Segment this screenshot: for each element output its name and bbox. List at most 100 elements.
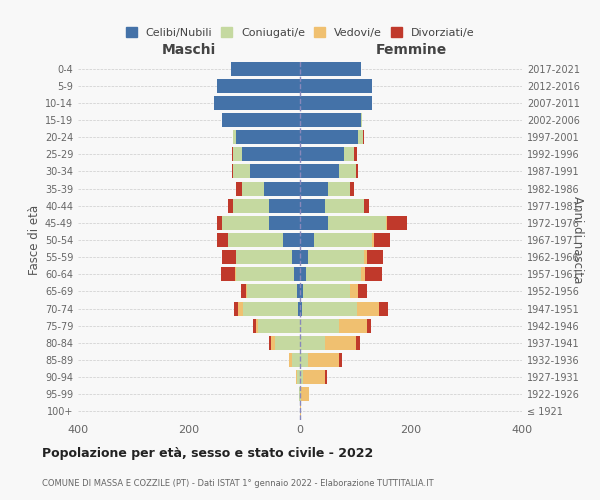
Bar xyxy=(232,148,233,162)
Y-axis label: Anni di nascita: Anni di nascita xyxy=(571,196,584,284)
Bar xyxy=(325,198,364,212)
Y-axis label: Fasce di età: Fasce di età xyxy=(28,205,41,275)
Bar xyxy=(233,164,250,178)
Bar xyxy=(300,164,339,178)
Bar xyxy=(298,302,300,316)
Bar xyxy=(300,284,303,298)
Bar xyxy=(233,148,242,162)
Bar xyxy=(300,268,305,281)
Bar xyxy=(221,268,235,281)
Bar xyxy=(344,148,355,162)
Bar xyxy=(233,130,236,144)
Bar xyxy=(372,233,374,247)
Bar xyxy=(292,353,300,367)
Bar xyxy=(350,182,355,196)
Bar xyxy=(355,336,360,350)
Bar xyxy=(387,216,407,230)
Bar xyxy=(214,96,300,110)
Bar xyxy=(325,370,326,384)
Bar xyxy=(295,268,300,281)
Bar xyxy=(217,78,300,92)
Bar xyxy=(241,284,245,298)
Bar xyxy=(308,250,364,264)
Bar xyxy=(303,370,325,384)
Bar xyxy=(235,268,236,281)
Bar xyxy=(247,284,297,298)
Bar xyxy=(339,318,367,332)
Bar xyxy=(355,148,357,162)
Bar xyxy=(300,353,308,367)
Bar xyxy=(234,302,238,316)
Bar xyxy=(300,113,361,127)
Bar xyxy=(300,198,325,212)
Bar xyxy=(300,148,344,162)
Bar xyxy=(355,164,358,178)
Bar xyxy=(233,198,269,212)
Bar xyxy=(275,336,300,350)
Bar xyxy=(328,182,350,196)
Bar xyxy=(300,404,301,418)
Bar xyxy=(243,302,298,316)
Bar xyxy=(358,130,363,144)
Bar xyxy=(300,370,303,384)
Bar xyxy=(374,233,391,247)
Bar xyxy=(308,353,339,367)
Bar xyxy=(236,268,295,281)
Text: COMUNE DI MASSA E COZZILE (PT) - Dati ISTAT 1° gennaio 2022 - Elaborazione TUTTI: COMUNE DI MASSA E COZZILE (PT) - Dati IS… xyxy=(42,479,434,488)
Bar xyxy=(217,233,228,247)
Bar xyxy=(259,318,300,332)
Bar xyxy=(300,96,372,110)
Bar xyxy=(300,130,358,144)
Bar xyxy=(230,62,300,76)
Bar xyxy=(271,336,275,350)
Bar xyxy=(297,370,300,384)
Bar xyxy=(228,233,283,247)
Text: Femmine: Femmine xyxy=(376,42,446,56)
Bar xyxy=(301,388,310,402)
Bar xyxy=(339,164,355,178)
Legend: Celibi/Nubili, Coniugati/e, Vedovi/e, Divorziati/e: Celibi/Nubili, Coniugati/e, Vedovi/e, Di… xyxy=(121,22,479,42)
Bar xyxy=(300,336,325,350)
Text: Popolazione per età, sesso e stato civile - 2022: Popolazione per età, sesso e stato civil… xyxy=(42,448,373,460)
Bar xyxy=(300,182,328,196)
Bar xyxy=(253,318,256,332)
Bar xyxy=(357,302,379,316)
Bar xyxy=(339,353,341,367)
Bar xyxy=(269,216,300,230)
Bar xyxy=(238,302,243,316)
Bar xyxy=(361,268,365,281)
Bar xyxy=(256,318,259,332)
Bar xyxy=(305,268,361,281)
Bar xyxy=(303,284,350,298)
Bar xyxy=(289,353,292,367)
Bar xyxy=(297,284,300,298)
Bar xyxy=(236,182,242,196)
Bar xyxy=(300,78,372,92)
Bar xyxy=(296,370,297,384)
Bar xyxy=(325,336,355,350)
Bar xyxy=(300,250,308,264)
Bar xyxy=(367,318,371,332)
Bar xyxy=(292,250,300,264)
Bar xyxy=(300,302,302,316)
Bar xyxy=(363,130,364,144)
Bar xyxy=(217,216,223,230)
Bar xyxy=(245,284,247,298)
Bar xyxy=(250,164,300,178)
Bar xyxy=(264,182,300,196)
Bar xyxy=(228,198,233,212)
Bar xyxy=(365,268,382,281)
Bar xyxy=(350,284,358,298)
Bar xyxy=(302,302,357,316)
Bar xyxy=(236,250,292,264)
Bar xyxy=(300,62,361,76)
Bar xyxy=(236,130,300,144)
Bar xyxy=(386,216,387,230)
Bar xyxy=(300,233,314,247)
Bar xyxy=(379,302,388,316)
Bar xyxy=(367,250,383,264)
Bar xyxy=(269,336,271,350)
Bar xyxy=(364,198,370,212)
Bar xyxy=(223,216,269,230)
Bar xyxy=(358,284,367,298)
